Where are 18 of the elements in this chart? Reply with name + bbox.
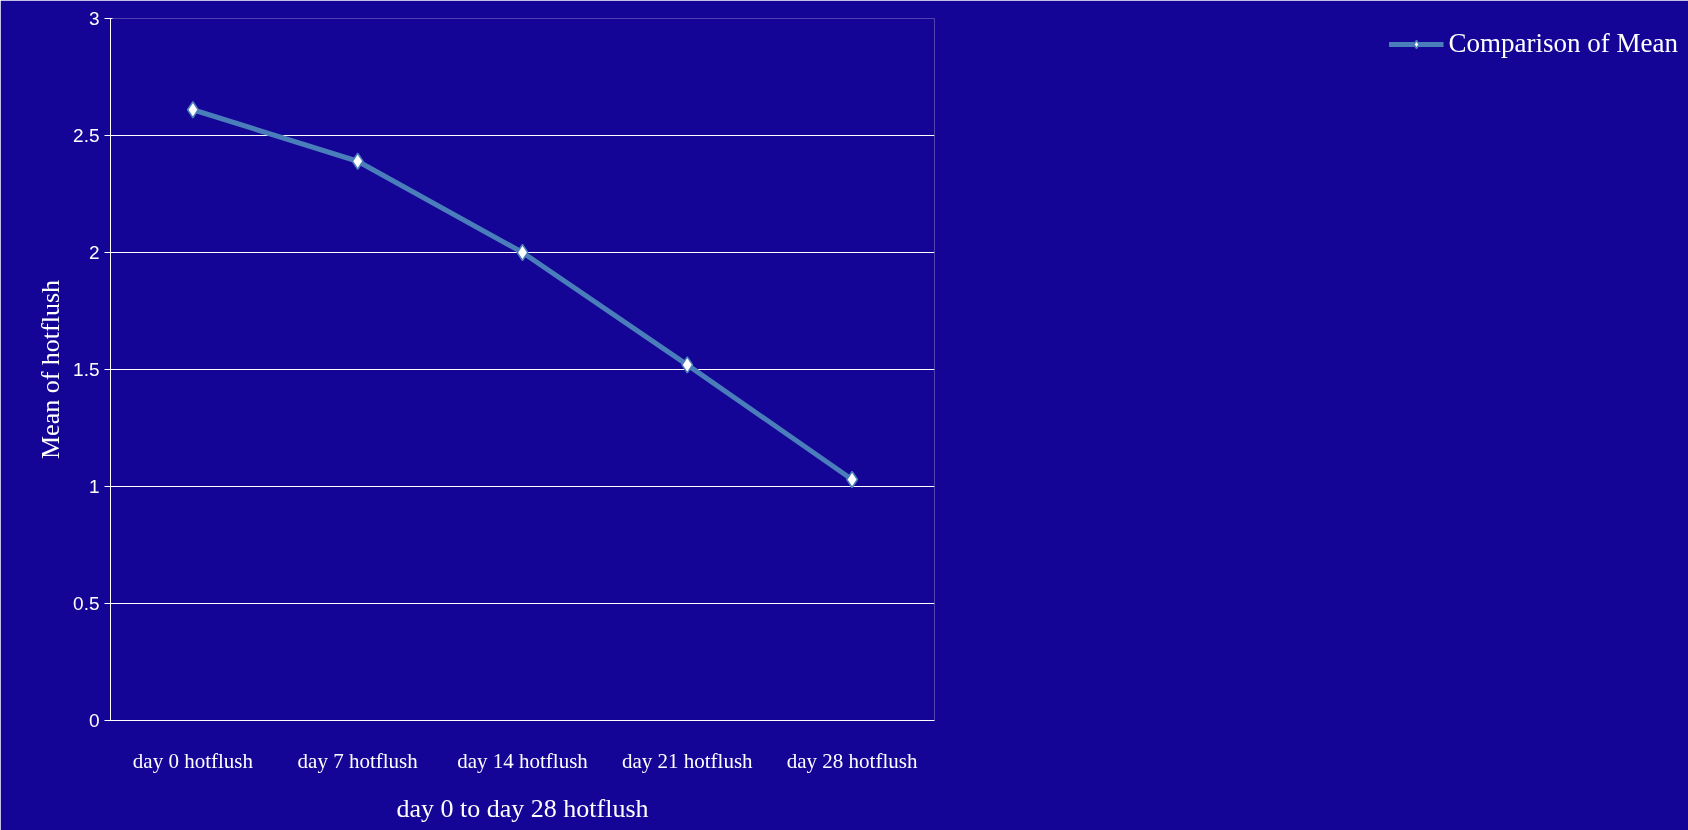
x-tick-label: day 14 hotflush (457, 748, 589, 773)
y-tick-label: 0.5 (73, 593, 100, 614)
x-tick-label: day 7 hotflush (297, 748, 419, 773)
x-tick-label: day 28 hotflush (786, 748, 918, 773)
y-tick-label: 1.5 (73, 359, 100, 380)
y-tick-label: 1 (88, 476, 100, 497)
point (351, 152, 364, 170)
legend-label: Comparison of Mean (1448, 28, 1678, 59)
x-tick-label: day 0 hotflush (132, 748, 254, 773)
y-tick-label: 2 (88, 242, 100, 263)
y-axis-title: Mean of hotflush (36, 279, 66, 460)
y-tick-label: 3 (88, 8, 100, 29)
y-tick-label: 0 (88, 710, 100, 731)
point (681, 356, 694, 374)
x-axis-title: day 0 to day 28 hotflush (396, 793, 649, 823)
point (186, 101, 199, 119)
x-tick-label: day 21 hotflush (621, 748, 754, 773)
y-tick-label: 2.5 (73, 125, 100, 146)
